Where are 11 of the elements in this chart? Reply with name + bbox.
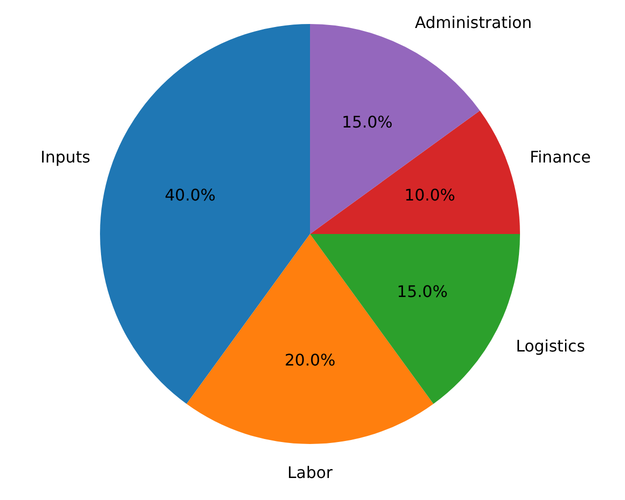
- slice-label: Administration: [414, 13, 532, 32]
- data-label: 10.0%: [404, 186, 456, 205]
- slice-label: Labor: [287, 462, 334, 482]
- data-label: 15.0%: [342, 112, 393, 132]
- pie-slice: [310, 110, 520, 234]
- slice-label: Finance: [530, 148, 591, 167]
- slice-label: Inputs: [40, 148, 90, 167]
- data-label: 20.0%: [284, 350, 336, 370]
- slice-label: Logistics: [516, 336, 586, 356]
- data-label: 40.0%: [164, 186, 216, 205]
- data-label: 15.0%: [396, 282, 448, 301]
